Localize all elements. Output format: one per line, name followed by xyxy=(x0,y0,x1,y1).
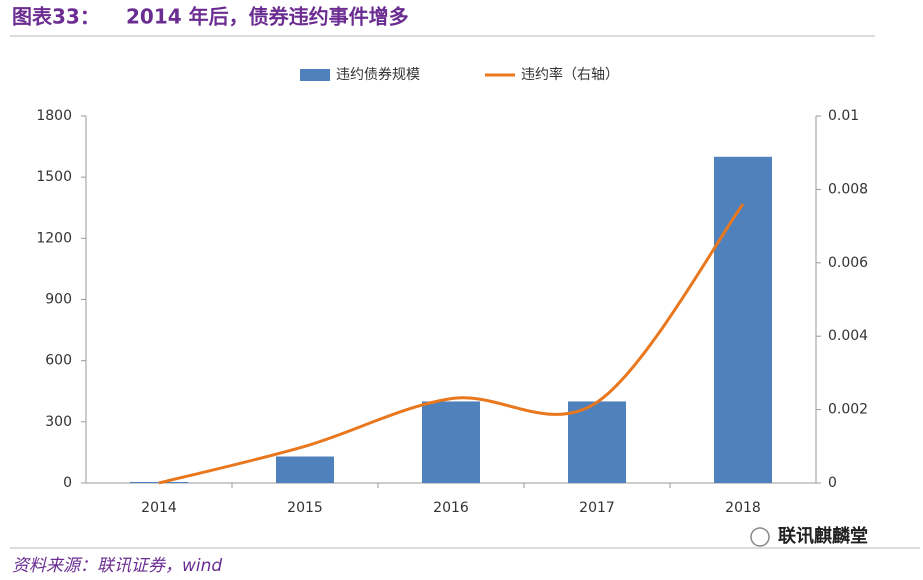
y2-tick-label: 0.002 xyxy=(828,402,868,418)
bar xyxy=(276,456,334,483)
line xyxy=(158,203,745,485)
y-tick-label: 1500 xyxy=(36,169,72,185)
title-label: 图表33： xyxy=(12,5,100,29)
y-tick-label: 600 xyxy=(45,353,72,369)
y-tick-label: 1800 xyxy=(36,108,72,124)
y2-tick-label: 0.006 xyxy=(828,255,868,271)
y2-tick-label: 0 xyxy=(828,475,837,491)
y2-tick-label: 0.008 xyxy=(828,181,868,197)
x-tick-label: 2017 xyxy=(579,500,615,516)
y-tick-label: 0 xyxy=(63,475,72,491)
legend-swatch xyxy=(300,69,330,81)
legend-label: 违约率（右轴） xyxy=(521,66,619,83)
y-tick-label: 300 xyxy=(45,414,72,430)
y-tick-label: 900 xyxy=(45,292,72,308)
watermark: 联讯麒麟堂 xyxy=(778,525,868,547)
bar xyxy=(568,401,626,483)
x-tick-label: 2015 xyxy=(287,500,323,516)
x-tick-label: 2016 xyxy=(433,500,469,516)
x-tick-label: 2014 xyxy=(141,500,177,516)
bar xyxy=(714,156,772,483)
legend-label: 违约债券规模 xyxy=(336,67,420,83)
chart-title: 2014 年后，债券违约事件增多 xyxy=(126,5,409,29)
bar xyxy=(422,401,480,483)
x-tick-label: 2018 xyxy=(725,500,761,516)
source: 资料来源：联讯证券，wind xyxy=(12,556,222,576)
watermark-icon xyxy=(750,527,770,547)
y2-tick-label: 0.004 xyxy=(828,328,868,344)
y-tick-label: 1200 xyxy=(36,230,72,246)
y2-tick-label: 0.01 xyxy=(828,108,859,124)
